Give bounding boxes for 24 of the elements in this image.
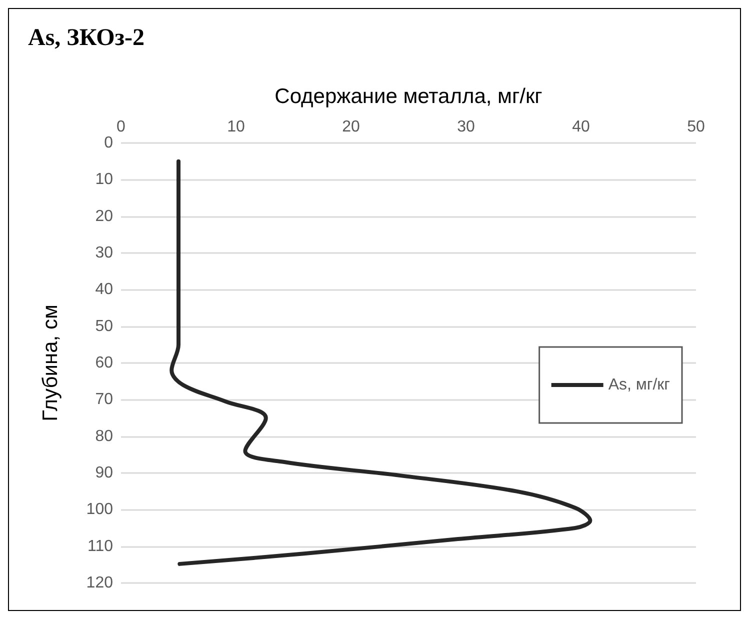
chart-title: As, ЗКОз-2 bbox=[28, 25, 144, 51]
y-tick-label: 40 bbox=[95, 281, 114, 298]
y-tick-label: 80 bbox=[95, 428, 114, 445]
y-tick-label: 20 bbox=[95, 208, 114, 225]
x-tick-label: 40 bbox=[572, 118, 590, 136]
x-tick-label: 20 bbox=[342, 118, 360, 136]
y-tick-label: 120 bbox=[86, 574, 114, 592]
y-tick-label: 90 bbox=[95, 464, 114, 482]
y-tick-label: 30 bbox=[95, 244, 114, 262]
y-tick-label: 0 bbox=[104, 134, 114, 152]
line-series bbox=[170, 159, 592, 566]
y-tick-label: 10 bbox=[95, 171, 114, 188]
y-tick-label: 60 bbox=[95, 354, 114, 372]
x-tick-label: 0 bbox=[116, 118, 126, 136]
legend-label: As, мг/кг bbox=[608, 376, 670, 394]
y-tick-label: 100 bbox=[86, 501, 114, 518]
x-axis-title: Содержание металла, мг/кг bbox=[274, 85, 543, 108]
y-tick-label: 50 bbox=[95, 318, 114, 335]
x-tick-label: 10 bbox=[227, 118, 245, 136]
x-tick-label: 30 bbox=[457, 118, 475, 136]
y-tick-label: 110 bbox=[87, 538, 114, 555]
y-axis-title: Глубина, см bbox=[39, 304, 62, 422]
x-tick-label: 50 bbox=[687, 118, 705, 136]
y-tick-label: 70 bbox=[95, 391, 114, 408]
